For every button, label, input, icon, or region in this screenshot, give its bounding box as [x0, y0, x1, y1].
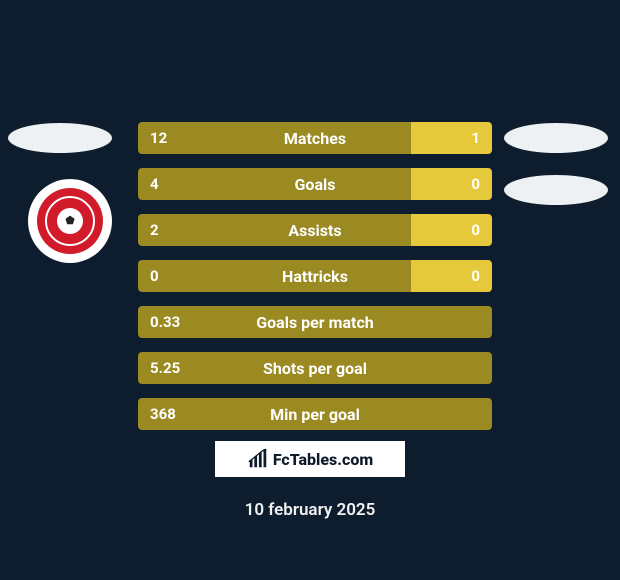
player1-value: 0	[150, 267, 159, 285]
player1-value: 368	[150, 405, 176, 423]
player1-name-badge	[8, 123, 112, 153]
club-crest-icon	[37, 188, 103, 254]
player2-club-badge-placeholder	[504, 175, 608, 205]
watermark-text: FcTables.com	[273, 450, 373, 469]
player1-bar	[138, 260, 411, 292]
comparison-card: Omar vs Al Rumaihi Club competitions, Se…	[0, 0, 620, 580]
watermark: FcTables.com	[215, 441, 405, 477]
player2-name-badge	[504, 123, 608, 153]
stat-row: Matches121	[138, 122, 492, 154]
stat-row: Shots per goal5.25	[138, 352, 492, 384]
player2-value: 0	[471, 267, 480, 285]
stat-row: Min per goal368	[138, 398, 492, 430]
date-text: 10 february 2025	[0, 500, 620, 520]
stat-row: Goals per match0.33	[138, 306, 492, 338]
stat-row: Assists20	[138, 214, 492, 246]
player1-club-badge	[28, 179, 112, 263]
player1-bar	[138, 214, 411, 246]
bar-chart-icon	[247, 448, 269, 470]
stat-row: Goals40	[138, 168, 492, 200]
player1-value: 0.33	[150, 313, 180, 331]
player2-value: 0	[471, 175, 480, 193]
player1-bar	[138, 398, 492, 430]
player1-value: 2	[150, 221, 159, 239]
soccer-ball-icon	[57, 208, 83, 234]
player1-bar	[138, 352, 492, 384]
player2-value: 0	[471, 221, 480, 239]
player1-bar	[138, 122, 411, 154]
player2-value: 1	[471, 129, 480, 147]
player1-bar	[138, 306, 492, 338]
player1-value: 5.25	[150, 359, 180, 377]
player1-bar	[138, 168, 411, 200]
player1-value: 4	[150, 175, 159, 193]
player1-value: 12	[150, 129, 167, 147]
stat-row: Hattricks00	[138, 260, 492, 292]
stats-table: Matches121Goals40Assists20Hattricks00Goa…	[138, 122, 492, 430]
